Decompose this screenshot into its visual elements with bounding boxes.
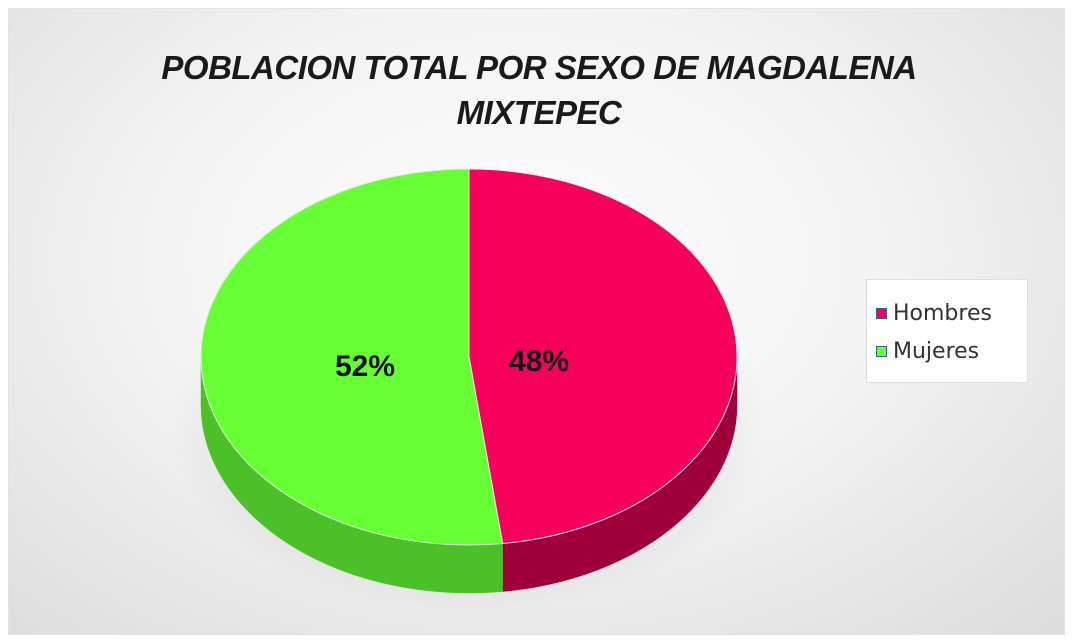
- pie-chart: 48% 52%: [169, 168, 769, 614]
- chart-title-line-1: POBLACION TOTAL POR SEXO DE MAGDALENA: [161, 49, 917, 86]
- legend-label-hombres: Hombres: [893, 300, 992, 326]
- legend-swatch-mujeres: [876, 345, 887, 357]
- chart-area: POBLACION TOTAL POR SEXO DE MAGDALENA MI…: [8, 8, 1065, 635]
- pie-tops: [200, 168, 738, 546]
- pie-labels: 48% 52%: [335, 345, 569, 383]
- chart-title: POBLACION TOTAL POR SEXO DE MAGDALENA MI…: [129, 45, 949, 135]
- legend-swatch-hombres: [876, 307, 887, 319]
- data-label-mujeres: 52%: [335, 350, 395, 383]
- legend-item-hombres: Hombres: [876, 294, 1027, 332]
- pie-slice-hombres: [468, 168, 738, 545]
- data-label-hombres: 48%: [509, 345, 569, 378]
- legend-label-mujeres: Mujeres: [893, 338, 980, 364]
- chart-legend: Hombres Mujeres: [866, 279, 1028, 383]
- legend-item-mujeres: Mujeres: [876, 332, 1027, 370]
- pie-slice-mujeres: [200, 168, 504, 546]
- chart-title-line-2: MIXTEPEC: [456, 94, 622, 131]
